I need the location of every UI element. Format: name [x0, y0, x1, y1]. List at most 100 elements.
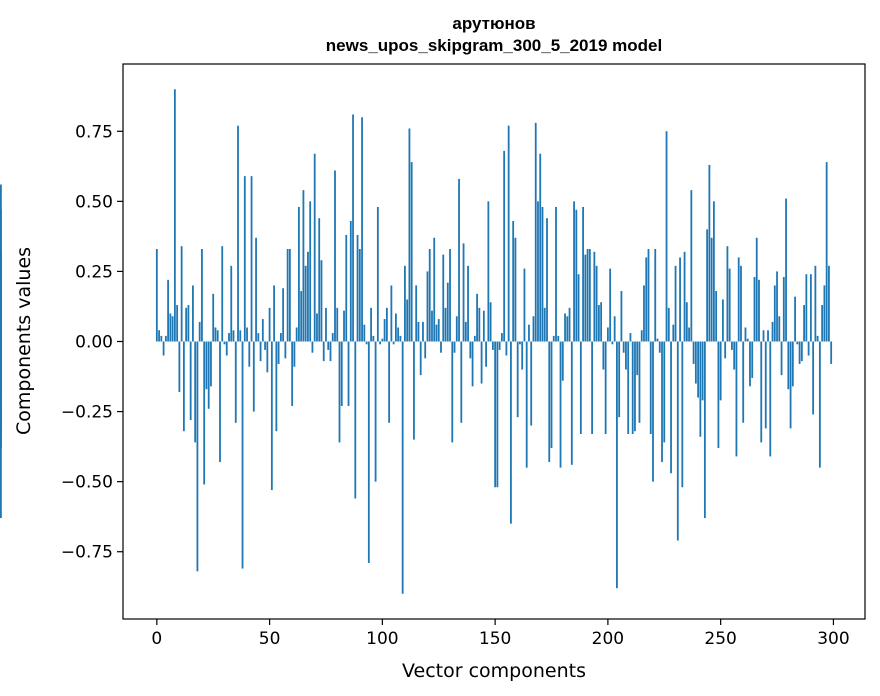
chart-subtitle: news_upos_skipgram_300_5_2019 model: [326, 36, 662, 55]
bar-175: [550, 341, 553, 449]
bar-70: [313, 153, 316, 342]
bar-214: [638, 341, 641, 423]
bar-59: [288, 249, 291, 342]
bar-12: [182, 341, 185, 432]
bar-5: [167, 279, 169, 342]
bar-258: [737, 257, 740, 342]
bar-269: [762, 330, 765, 342]
bar-148: [489, 302, 492, 342]
bar-116: [417, 321, 420, 342]
bar-243: [703, 341, 706, 519]
bar-250: [719, 341, 722, 401]
x-tick-label: 200: [592, 629, 624, 649]
y-axis-label: Components values: [13, 247, 35, 435]
bar-224: [661, 341, 663, 463]
bar-57: [284, 341, 287, 359]
bar-154: [503, 150, 506, 342]
y-tick-label: 0.50: [75, 192, 113, 212]
bar-295: [821, 305, 824, 342]
bar-130: [449, 249, 451, 342]
bar-86: [349, 220, 352, 342]
bar-58: [286, 249, 289, 342]
y-axis-ticks: −0.75 −0.50 −0.25 0.00 0.25 0.50 0.75: [61, 122, 123, 563]
bar-28: [219, 341, 221, 463]
bar-277: [780, 341, 783, 376]
bar-71: [316, 313, 318, 342]
bar-228: [670, 341, 672, 474]
bar-195: [595, 265, 598, 342]
bar-229: [672, 324, 675, 342]
bar-82: [340, 341, 343, 406]
bar-209: [627, 341, 630, 434]
bar-39: [243, 176, 246, 342]
bar-155: [505, 341, 508, 356]
bar-185: [573, 201, 575, 342]
bar-298: [828, 265, 830, 342]
bar-203: [613, 316, 616, 342]
bar-11: [180, 246, 183, 342]
bar-187: [577, 274, 580, 342]
bar-260: [742, 341, 745, 423]
bar-172: [543, 307, 546, 342]
bar-51: [270, 341, 273, 491]
bar-109: [401, 341, 404, 594]
bar-6: [169, 313, 172, 342]
bar-176: [552, 335, 555, 342]
bar-190: [584, 254, 587, 342]
bar-111: [406, 299, 409, 342]
bar-146: [485, 341, 487, 367]
bar-261: [744, 327, 747, 342]
bar-104: [390, 285, 393, 342]
bar-232: [679, 257, 681, 342]
bar-158: [512, 220, 515, 342]
chart-title: арутюнов: [452, 14, 535, 33]
x-tick-label: 300: [817, 629, 849, 649]
bar-280: [787, 341, 790, 390]
bar-299: [830, 341, 833, 364]
bar-126: [440, 341, 442, 353]
bar-47: [261, 319, 264, 342]
bar-3: [162, 341, 165, 356]
bar-1: [158, 330, 160, 342]
bar-279: [785, 198, 787, 342]
bar-80: [336, 307, 339, 342]
bar-256: [733, 341, 736, 370]
bar-76: [327, 341, 330, 350]
bar-151: [496, 341, 499, 488]
bar-244: [706, 229, 709, 342]
bar-247: [712, 201, 715, 342]
bar-29: [221, 246, 224, 342]
bar-undefined: [0, 184, 2, 342]
bar-20: [201, 249, 203, 342]
bar-257: [735, 341, 738, 457]
bar-251: [722, 299, 724, 342]
bar-240: [697, 341, 699, 398]
bar-66: [304, 265, 307, 342]
bar-246: [710, 237, 713, 342]
bar-17: [194, 341, 197, 443]
bar-134: [458, 178, 460, 342]
bar-217: [645, 257, 648, 342]
bar-55: [279, 333, 282, 342]
bar-114: [413, 341, 415, 440]
bar-226: [665, 131, 668, 342]
bar-23: [207, 341, 210, 409]
bar-201: [609, 268, 612, 342]
bar-40: [246, 327, 248, 342]
bar-31: [225, 341, 228, 356]
bar-288: [805, 274, 808, 342]
bar-37: [239, 330, 242, 342]
bar-65: [302, 190, 305, 342]
bar-61: [293, 341, 296, 367]
bar-101: [383, 319, 386, 342]
bar-19: [198, 321, 201, 342]
bar-188: [579, 341, 582, 434]
bar-32: [228, 333, 230, 342]
bar-204: [616, 341, 618, 589]
bar-152: [498, 341, 501, 350]
bar-222: [656, 338, 659, 342]
bar-108: [399, 335, 402, 342]
bar-281: [789, 341, 792, 429]
bar-73: [320, 260, 323, 342]
